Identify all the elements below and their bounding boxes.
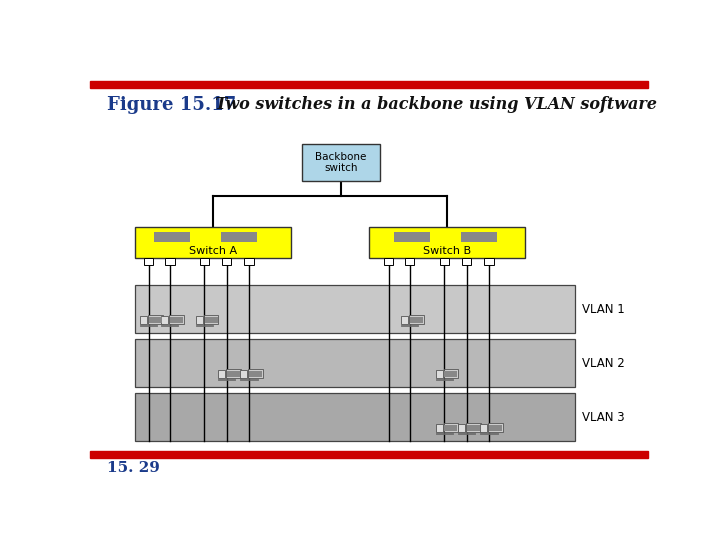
Bar xyxy=(461,232,498,242)
Bar xyxy=(444,369,459,378)
Bar xyxy=(222,258,231,265)
Bar xyxy=(140,325,157,326)
Bar xyxy=(149,317,162,323)
Text: Backbone
switch: Backbone switch xyxy=(315,152,366,173)
Text: VLAN 3: VLAN 3 xyxy=(582,411,625,424)
Bar xyxy=(409,315,424,324)
Bar xyxy=(384,258,393,265)
Bar xyxy=(199,258,209,265)
Bar xyxy=(221,232,258,242)
Bar xyxy=(458,433,475,434)
Bar xyxy=(467,425,480,431)
Bar xyxy=(444,425,457,431)
Bar xyxy=(204,317,217,323)
Bar xyxy=(135,393,575,441)
Bar xyxy=(444,423,459,432)
Bar xyxy=(394,232,431,242)
Bar xyxy=(405,258,415,265)
Bar xyxy=(227,371,240,377)
Bar xyxy=(161,316,168,325)
Bar xyxy=(458,424,465,433)
Bar xyxy=(401,316,408,325)
Bar xyxy=(170,317,183,323)
Bar xyxy=(90,451,648,458)
Bar xyxy=(489,425,502,431)
Text: VLAN 1: VLAN 1 xyxy=(582,302,625,315)
Bar xyxy=(302,144,380,181)
Text: Switch B: Switch B xyxy=(423,246,471,256)
Bar xyxy=(135,285,575,333)
Bar xyxy=(196,325,213,326)
Bar xyxy=(218,370,225,379)
Bar xyxy=(440,258,449,265)
Bar xyxy=(436,379,453,380)
Bar xyxy=(218,379,235,380)
Bar xyxy=(436,424,443,433)
Text: Figure 15.17: Figure 15.17 xyxy=(107,96,236,114)
Text: Two switches in a backbone using VLAN software: Two switches in a backbone using VLAN so… xyxy=(204,96,657,113)
Bar xyxy=(161,325,179,326)
Bar xyxy=(140,316,147,325)
Bar xyxy=(480,424,487,433)
Text: Switch A: Switch A xyxy=(189,246,237,256)
Text: VLAN 2: VLAN 2 xyxy=(582,356,625,370)
Bar xyxy=(90,81,648,87)
Bar xyxy=(480,433,498,434)
Bar xyxy=(401,325,418,326)
Bar xyxy=(488,423,503,432)
Bar xyxy=(196,316,203,325)
Bar xyxy=(485,258,494,265)
Bar xyxy=(204,315,218,324)
Bar xyxy=(248,369,263,378)
Bar xyxy=(369,227,526,258)
Bar xyxy=(144,258,153,265)
Bar xyxy=(148,315,163,324)
Bar xyxy=(410,317,423,323)
Bar xyxy=(135,227,291,258)
Bar xyxy=(135,339,575,387)
Bar xyxy=(436,370,443,379)
Bar xyxy=(240,379,258,380)
Bar xyxy=(249,371,262,377)
Bar xyxy=(226,369,240,378)
Bar xyxy=(240,370,248,379)
Bar xyxy=(466,423,481,432)
Bar xyxy=(244,258,253,265)
Bar xyxy=(169,315,184,324)
Bar xyxy=(462,258,472,265)
Bar xyxy=(436,433,453,434)
Bar xyxy=(154,232,190,242)
Text: 15. 29: 15. 29 xyxy=(107,461,160,475)
Bar xyxy=(444,371,457,377)
Bar xyxy=(165,258,174,265)
